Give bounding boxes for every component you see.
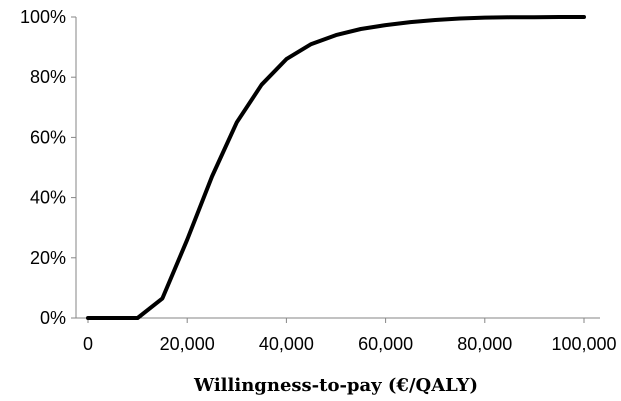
x-tick-label: 0: [83, 334, 93, 354]
series-line: [86, 15, 586, 320]
x-axis-label: Willingness-to-pay (€/QALY): [193, 375, 478, 396]
y-axis-ticks: 0% 20% 40% 60% 80% 100%: [20, 7, 76, 328]
series-layer: [86, 15, 586, 320]
y-tick-label: 40%: [30, 188, 66, 208]
x-tick-label: 100,000: [551, 334, 616, 354]
x-tick-label: 20,000: [160, 334, 215, 354]
x-tick-label: 60,000: [358, 334, 413, 354]
y-tick-label: 100%: [20, 7, 66, 27]
x-tick-label: 80,000: [457, 334, 512, 354]
y-tick-label: 20%: [30, 248, 66, 268]
x-axis-ticks: 0 20,000 40,000 60,000 80,000 100,000: [83, 318, 617, 354]
y-tick-label: 0%: [40, 308, 66, 328]
y-tick-label: 60%: [30, 127, 66, 147]
x-tick-label: 40,000: [259, 334, 314, 354]
y-tick-label: 80%: [30, 67, 66, 87]
